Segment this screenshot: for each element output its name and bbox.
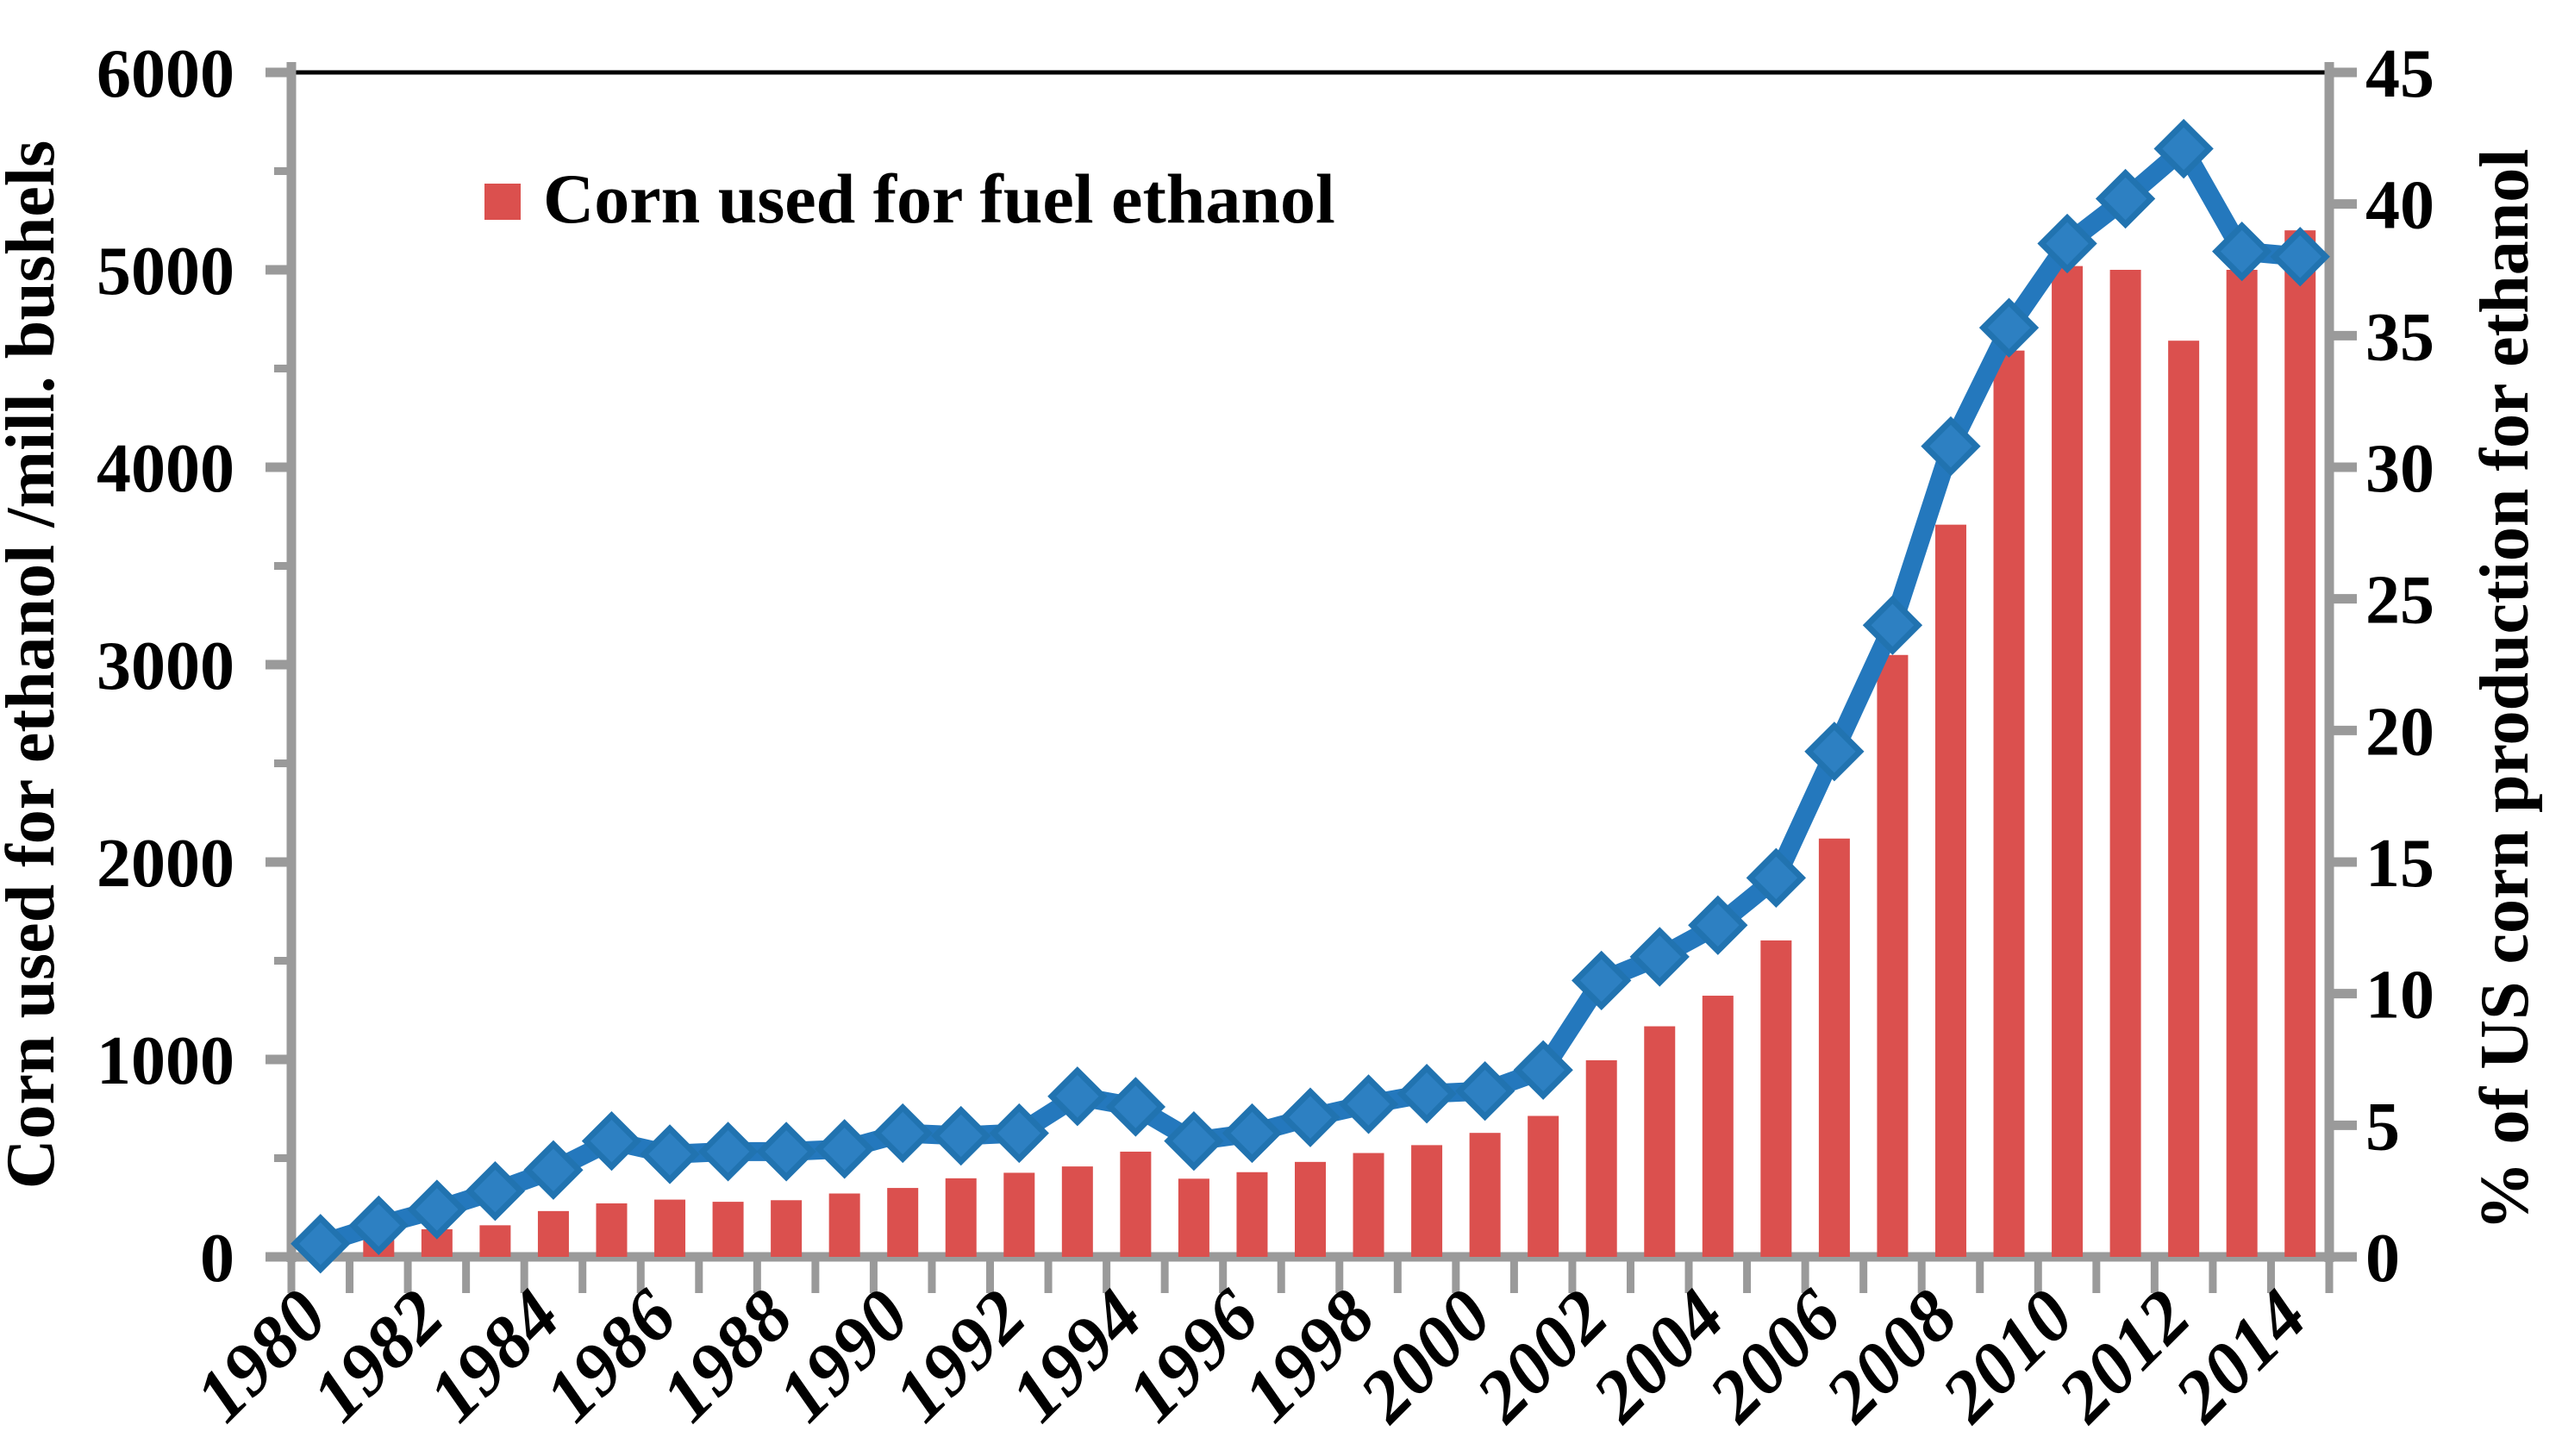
bar-2002 [1585, 1059, 1617, 1257]
diamond-marker-2005 [1746, 847, 1806, 908]
bar-1994 [1120, 1151, 1152, 1257]
right-axis-tick-label: 40 [2365, 168, 2434, 244]
bar-2000 [1469, 1133, 1501, 1257]
bar-2003 [1644, 1026, 1676, 1257]
diamond-marker-1980 [291, 1214, 351, 1274]
bar-2009 [1993, 350, 2025, 1257]
right-axis-title: % of US corn production for ethanol [2467, 149, 2543, 1231]
bar-2012 [2168, 341, 2200, 1258]
diamond-marker-1985 [581, 1111, 642, 1172]
diamond-marker-1991 [931, 1105, 991, 1166]
bar-2014 [2284, 230, 2316, 1258]
diamond-marker-2014 [2270, 227, 2330, 287]
left-axis-tick-label: 1000 [97, 1023, 234, 1099]
bar-1997 [1295, 1161, 1326, 1257]
left-axis-tick-label: 6000 [97, 36, 234, 112]
bar-1988 [771, 1200, 803, 1257]
line-series [291, 118, 2330, 1274]
right-axis-tick-label: 25 [2365, 563, 2434, 639]
diamond-marker-1983 [465, 1161, 526, 1222]
bar-1985 [596, 1203, 628, 1257]
legend-swatch-icon [484, 184, 521, 220]
left-axis-tick-label: 4000 [97, 431, 234, 507]
diamond-marker-1998 [1338, 1074, 1399, 1134]
bar-2005 [1760, 940, 1792, 1257]
right-axis-tick-label: 10 [2365, 958, 2434, 1034]
diamond-marker-1995 [1164, 1111, 1224, 1172]
left-axis-title: Corn used for ethanol /mill. bushels [0, 141, 69, 1189]
diamond-marker-2004 [1688, 895, 1748, 955]
right-axis-tick-label: 0 [2365, 1221, 2400, 1297]
diamond-marker-1994 [1105, 1077, 1166, 1137]
bar-1992 [1003, 1172, 1035, 1257]
bar-1991 [945, 1178, 977, 1257]
right-axis-tick-label: 5 [2365, 1089, 2400, 1165]
bar-1998 [1353, 1153, 1384, 1257]
diamond-marker-1982 [407, 1179, 467, 1240]
left-axis-tick-label: 5000 [97, 234, 234, 309]
diamond-marker-1986 [640, 1124, 700, 1184]
bar-1987 [712, 1202, 744, 1257]
legend: Corn used for fuel ethanol [484, 159, 1335, 238]
left-axis-tick-label: 0 [200, 1221, 234, 1297]
bar-2004 [1702, 996, 1734, 1257]
bar-series [304, 230, 2316, 1258]
bar-1995 [1178, 1178, 1209, 1257]
diamond-marker-1999 [1397, 1064, 1457, 1124]
bar-1990 [887, 1188, 919, 1257]
diamond-marker-2003 [1629, 927, 1690, 987]
diamond-marker-1993 [1047, 1066, 1108, 1127]
diamond-marker-2012 [2153, 118, 2214, 179]
right-axis-tick-label: 15 [2365, 826, 2434, 902]
diamond-marker-1990 [872, 1103, 933, 1164]
right-axis-tick-label: 45 [2365, 36, 2434, 112]
diamond-marker-1989 [815, 1119, 875, 1179]
diamond-marker-1988 [756, 1122, 816, 1182]
bar-1989 [828, 1193, 860, 1257]
diamond-marker-2011 [2095, 168, 2156, 229]
diamond-marker-2002 [1572, 950, 1632, 1011]
bar-1993 [1061, 1166, 1093, 1257]
x-axis-year-label: 2014 [2158, 1274, 2322, 1439]
left-axis-tick-label: 2000 [97, 826, 234, 902]
diamond-marker-2010 [2037, 213, 2097, 274]
right-axis-tick-label: 30 [2365, 431, 2434, 507]
diamond-marker-2013 [2212, 221, 2272, 282]
diamond-marker-1996 [1222, 1103, 1283, 1164]
bar-2010 [2052, 266, 2084, 1258]
bar-2008 [1934, 524, 1966, 1257]
diamond-marker-2001 [1513, 1040, 1573, 1100]
diamond-marker-2007 [1862, 595, 1923, 655]
diamond-marker-2006 [1804, 722, 1865, 782]
bar-2001 [1528, 1115, 1559, 1257]
right-axis-tick-label: 20 [2365, 694, 2434, 770]
right-axis-tick-label: 35 [2365, 299, 2434, 375]
diamond-marker-2000 [1454, 1060, 1515, 1122]
diamond-marker-1987 [697, 1122, 759, 1182]
bar-1984 [537, 1210, 569, 1257]
diamond-marker-1992 [989, 1103, 1049, 1164]
legend-label: Corn used for fuel ethanol [543, 159, 1335, 238]
bar-2007 [1877, 654, 1909, 1257]
bar-1986 [654, 1199, 686, 1257]
diamond-marker-1981 [348, 1195, 409, 1256]
bar-1996 [1236, 1172, 1268, 1257]
diamond-marker-1984 [523, 1140, 584, 1200]
bar-2011 [2109, 270, 2141, 1257]
bar-2013 [2226, 270, 2258, 1257]
bar-1983 [479, 1225, 511, 1257]
diamond-marker-2009 [1978, 297, 2040, 358]
diamond-marker-1997 [1280, 1087, 1340, 1147]
bar-2006 [1818, 838, 1850, 1257]
diamond-marker-2008 [1921, 416, 1981, 477]
bar-1999 [1411, 1145, 1443, 1257]
left-axis-tick-label: 3000 [97, 628, 234, 704]
